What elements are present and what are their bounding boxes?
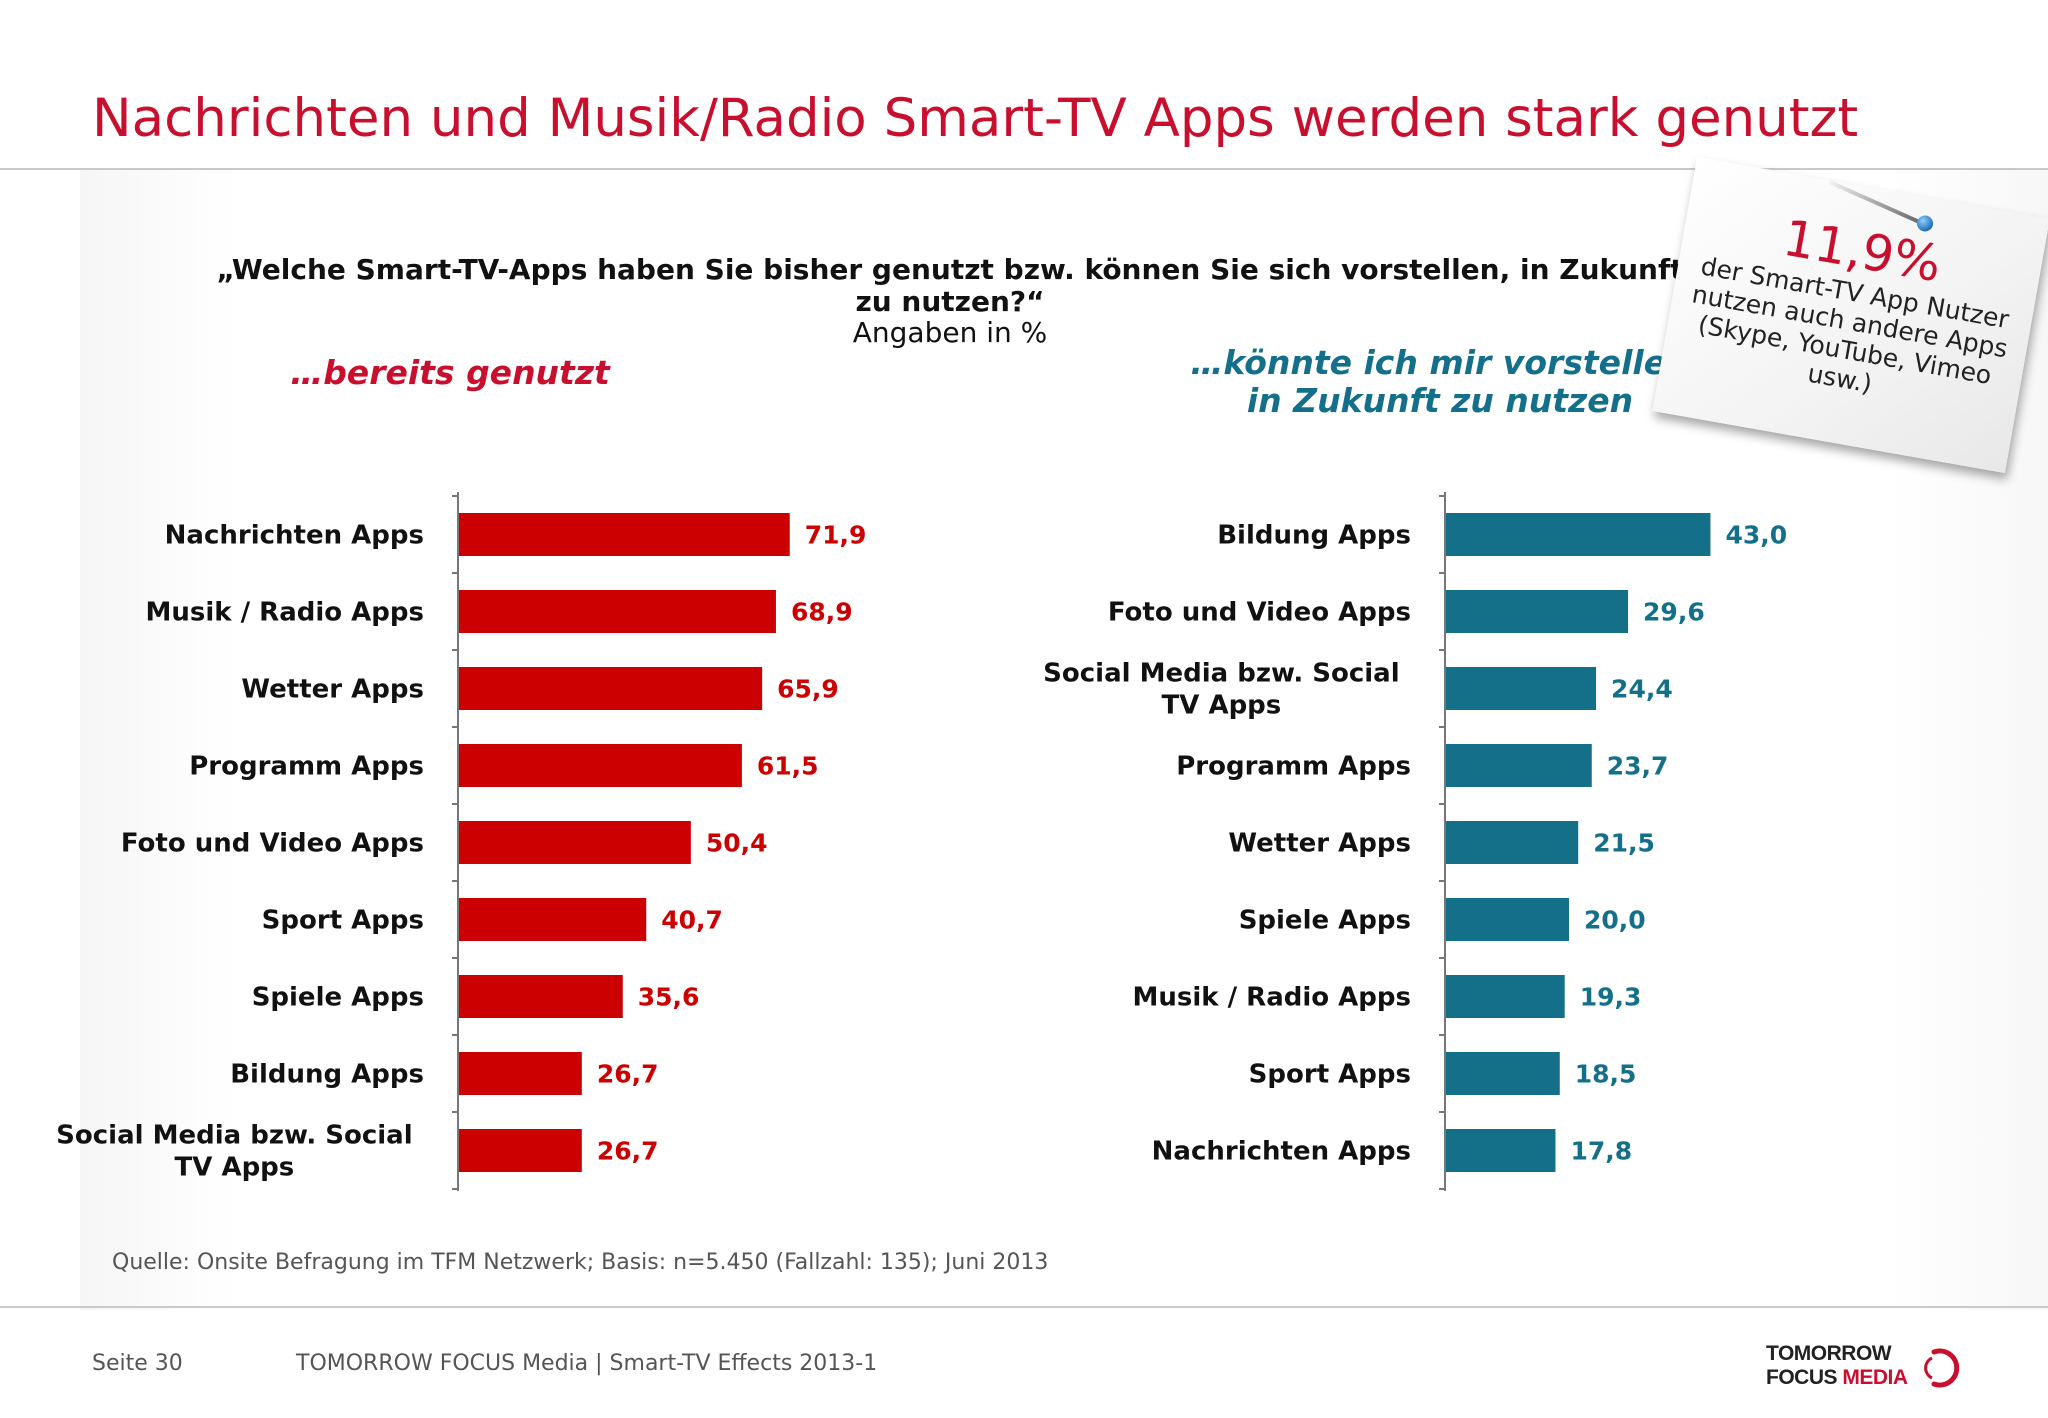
left-value-label: 50,4 [706, 829, 768, 858]
left-value-label: 26,7 [597, 1137, 659, 1166]
left-value-label: 61,5 [757, 752, 819, 781]
right-value-label: 43,0 [1725, 521, 1787, 550]
right-bar-wetter-apps [1446, 821, 1579, 864]
pin-icon [1915, 214, 1935, 233]
right-bar-programm-apps [1446, 744, 1592, 787]
top-divider [0, 168, 2048, 170]
logo-line2-b: MEDIA [1842, 1366, 1908, 1389]
right-value-label: 21,5 [1593, 829, 1655, 858]
survey-question: „Welche Smart-TV-Apps haben Sie bisher g… [216, 253, 1684, 318]
left-category-label: Sport Apps [262, 906, 424, 936]
right-bar-sport-apps [1446, 1052, 1560, 1095]
right-category-label: Foto und Video Apps [1108, 598, 1411, 628]
right-value-label: 20,0 [1584, 906, 1646, 935]
left-bar-spiele-apps [459, 975, 623, 1018]
right-bar-bildung-apps [1446, 513, 1711, 556]
right-category-label: Bildung Apps [1217, 521, 1411, 551]
page-number: Seite 30 [92, 1351, 183, 1376]
left-category-label: Programm Apps [189, 752, 424, 782]
unit-label: Angaben in % [852, 316, 1048, 349]
left-chart-subtitle: …bereits genutzt [290, 353, 610, 392]
left-bar-programm-apps [459, 744, 742, 787]
left-value-label: 68,9 [791, 598, 853, 627]
left-value-label: 65,9 [777, 675, 839, 704]
right-value-label: 24,4 [1611, 675, 1673, 704]
right-value-label: 19,3 [1580, 983, 1642, 1012]
right-value-label: 17,8 [1570, 1137, 1632, 1166]
left-category-label: Bildung Apps [230, 1060, 424, 1090]
left-bar-wetter-apps [459, 667, 763, 710]
footer-document-title: TOMORROW FOCUS Media | Smart-TV Effects … [296, 1351, 878, 1376]
right-category-label: Social Media bzw. Social TV Apps [1043, 659, 1399, 721]
left-value-label: 35,6 [638, 983, 700, 1012]
right-chart-subtitle: …könnte ich mir vorstellen in Zukunft zu… [1180, 344, 1700, 420]
right-bar-musik-radio-apps [1446, 975, 1565, 1018]
left-bar-social-media-bzw-social-tv-apps [459, 1129, 582, 1172]
logo-arc-icon [1924, 1348, 1960, 1388]
left-bar-chart: 71,9 Nachrichten Apps 68,9 Musik / Radio Ap… [56, 492, 867, 1191]
left-value-label: 26,7 [597, 1060, 659, 1089]
right-category-label: Nachrichten Apps [1152, 1137, 1411, 1167]
logo-line1: TOMORROW [1766, 1342, 1892, 1365]
right-value-label: 18,5 [1575, 1060, 1637, 1089]
right-subtitle-line2: in Zukunft zu nutzen [1246, 381, 1634, 420]
right-category-label: Sport Apps [1249, 1060, 1411, 1090]
left-bar-musik-radio-apps [459, 590, 776, 633]
right-category-label: Spiele Apps [1239, 906, 1411, 936]
right-bar-nachrichten-apps [1446, 1129, 1556, 1172]
right-category-label: Musik / Radio Apps [1133, 983, 1411, 1013]
left-category-label: Foto und Video Apps [121, 829, 424, 859]
logo-line2: FOCUS MEDIA [1766, 1366, 1908, 1390]
logo-line2-a: FOCUS [1766, 1366, 1843, 1389]
left-bar-bildung-apps [459, 1052, 582, 1095]
right-bar-foto-und-video-apps [1446, 590, 1629, 633]
left-category-label: Social Media bzw. Social TV Apps [56, 1121, 412, 1183]
bottom-divider [0, 1306, 2048, 1308]
page-title: Nachrichten und Musik/Radio Smart-TV App… [92, 88, 1859, 149]
right-value-label: 29,6 [1643, 598, 1705, 627]
left-category-label: Spiele Apps [252, 983, 424, 1013]
right-category-label: Programm Apps [1176, 752, 1411, 782]
left-value-label: 40,7 [661, 906, 723, 935]
right-bar-chart: 43,0 Bildung Apps 29,6 Foto und Video Apps 2… [1043, 492, 1787, 1191]
right-bar-social-media-bzw-social-tv-apps [1446, 667, 1597, 710]
right-bar-spiele-apps [1446, 898, 1569, 941]
left-value-label: 71,9 [805, 521, 867, 550]
left-bar-foto-und-video-apps [459, 821, 691, 864]
left-category-label: Nachrichten Apps [165, 521, 424, 551]
left-category-label: Wetter Apps [241, 675, 424, 705]
right-value-label: 23,7 [1607, 752, 1669, 781]
right-category-label: Wetter Apps [1228, 829, 1411, 859]
left-bar-sport-apps [459, 898, 647, 941]
left-category-label: Musik / Radio Apps [146, 598, 424, 628]
company-logo: TOMORROW FOCUS MEDIA [1762, 1338, 1962, 1394]
left-bar-nachrichten-apps [459, 513, 790, 556]
right-subtitle-line1: …könnte ich mir vorstellen [1190, 343, 1690, 382]
source-note: Quelle: Onsite Befragung im TFM Netzwerk… [112, 1250, 1049, 1275]
